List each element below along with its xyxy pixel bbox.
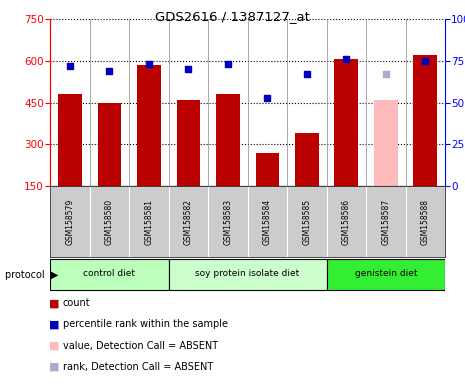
Point	[185, 66, 192, 73]
Text: ■: ■	[49, 341, 60, 351]
Text: soy protein isolate diet: soy protein isolate diet	[195, 269, 300, 278]
Text: GSM158585: GSM158585	[302, 199, 312, 245]
Bar	[98, 103, 121, 186]
Point	[106, 68, 113, 74]
Text: GSM158587: GSM158587	[381, 199, 390, 245]
Text: GSM158582: GSM158582	[184, 199, 193, 245]
Point	[264, 94, 271, 101]
Bar	[334, 59, 358, 186]
Point	[343, 56, 350, 62]
Bar	[374, 100, 398, 186]
Point	[422, 58, 429, 64]
Point	[66, 63, 73, 69]
Text: GSM158583: GSM158583	[223, 199, 232, 245]
Text: count: count	[63, 298, 90, 308]
Text: genistein diet: genistein diet	[354, 269, 417, 278]
Text: percentile rank within the sample: percentile rank within the sample	[63, 319, 228, 329]
Text: GDS2616 / 1387127_at: GDS2616 / 1387127_at	[155, 10, 310, 23]
Bar	[177, 100, 200, 186]
Bar	[169, 259, 326, 290]
Text: GSM158580: GSM158580	[105, 199, 114, 245]
Text: GSM158586: GSM158586	[342, 199, 351, 245]
Point	[303, 71, 311, 78]
Text: GSM158581: GSM158581	[145, 199, 153, 245]
Text: GSM158588: GSM158588	[421, 199, 430, 245]
Text: ■: ■	[49, 362, 60, 372]
Text: GSM158579: GSM158579	[66, 199, 74, 245]
Point	[145, 61, 153, 67]
Text: control diet: control diet	[83, 269, 135, 278]
Bar	[58, 94, 82, 186]
Text: ■: ■	[49, 298, 60, 308]
Point	[224, 61, 232, 67]
Bar	[50, 259, 169, 290]
Point	[382, 71, 390, 78]
Text: value, Detection Call = ABSENT: value, Detection Call = ABSENT	[63, 341, 218, 351]
Bar	[216, 94, 240, 186]
Bar	[137, 65, 161, 186]
Bar	[255, 153, 279, 186]
Bar	[413, 55, 437, 186]
Text: ■: ■	[49, 319, 60, 329]
Text: GSM158584: GSM158584	[263, 199, 272, 245]
Text: rank, Detection Call = ABSENT: rank, Detection Call = ABSENT	[63, 362, 213, 372]
Bar	[295, 133, 319, 186]
Text: protocol  ▶: protocol ▶	[5, 270, 58, 280]
Bar	[326, 259, 445, 290]
